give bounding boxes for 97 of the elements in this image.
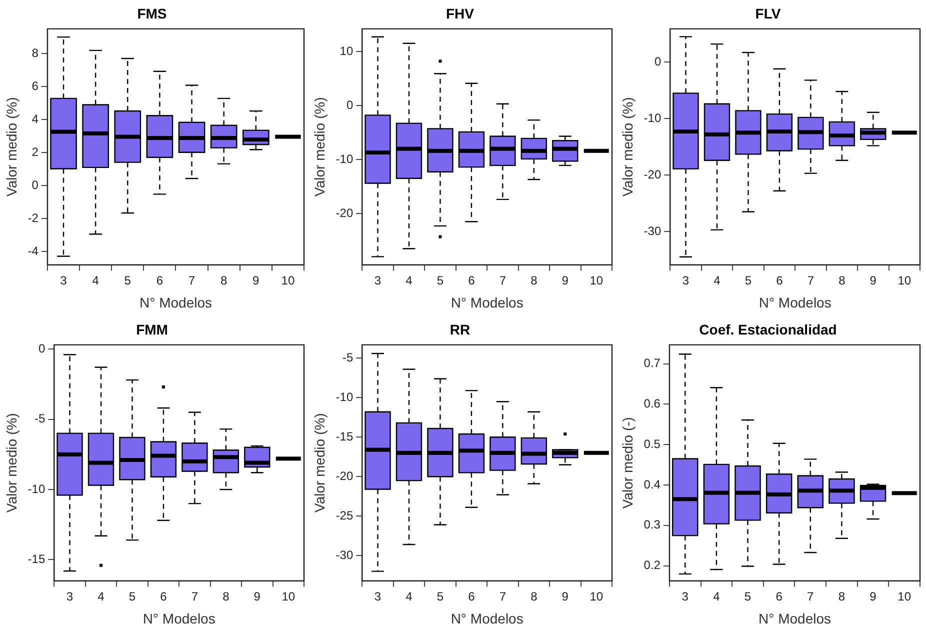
y-tick-label: 8 — [32, 46, 39, 60]
x-tick-label: 8 — [222, 589, 230, 604]
x-axis-title: N° Modelos — [450, 294, 524, 310]
x-tick-label: 9 — [562, 589, 569, 604]
y-tick-label: -30 — [336, 548, 354, 562]
x-tick-label: 10 — [281, 273, 295, 288]
x-tick-label: 6 — [468, 273, 476, 288]
x-tick-label: 7 — [807, 273, 814, 288]
chart-title: RR — [450, 321, 470, 338]
x-tick-label: 3 — [66, 589, 74, 604]
y-axis-title: Valor medio (%) — [311, 413, 328, 512]
x-tick-label: 3 — [374, 589, 382, 604]
y-tick-label: -4 — [28, 244, 39, 258]
y-tick-label: -10 — [336, 390, 354, 404]
chart-title: FHV — [446, 5, 475, 22]
y-axis-title: Valor medio (%) — [3, 413, 20, 512]
y-tick-label: 0.3 — [644, 518, 661, 532]
y-tick-label: 0.7 — [644, 356, 661, 370]
chart-title: Coef. Estacionalidad — [699, 321, 837, 338]
y-axis-title: Valor medio (%) — [3, 97, 20, 196]
y-tick-label: 0.2 — [644, 558, 661, 572]
x-tick-label: 8 — [838, 589, 846, 604]
y-tick-label: -25 — [336, 508, 354, 522]
x-tick-label: 4 — [406, 273, 413, 288]
x-tick-label: 8 — [530, 273, 538, 288]
x-tick-label: 3 — [682, 589, 689, 604]
y-tick-label: 0.5 — [644, 436, 661, 451]
x-axis-title: N° Modelos — [142, 610, 216, 626]
x-tick-label: 5 — [436, 589, 444, 604]
y-tick-label: 0 — [346, 98, 354, 112]
x-tick-label: 4 — [713, 589, 720, 604]
x-tick-label: 6 — [468, 589, 476, 604]
x-tick-label: 4 — [98, 589, 105, 604]
x-tick-label: 7 — [499, 273, 506, 288]
y-tick-label: 0.4 — [644, 477, 661, 492]
x-tick-label: 9 — [870, 589, 877, 604]
y-tick-label: -5 — [34, 412, 46, 426]
y-tick-label: -20 — [336, 206, 354, 220]
x-tick-label: 10 — [282, 589, 296, 604]
x-tick-label: 3 — [682, 273, 690, 288]
x-tick-label: 5 — [124, 273, 132, 288]
x-tick-label: 10 — [590, 589, 604, 604]
y-tick-label: 10 — [340, 44, 354, 58]
y-axis-title: Valor medio (-) — [619, 417, 636, 509]
y-tick-label: 6 — [32, 78, 39, 93]
x-tick-label: 5 — [128, 589, 136, 604]
y-tick-label: -15 — [28, 552, 46, 566]
x-tick-label: 10 — [590, 273, 604, 288]
y-tick-label: 0.6 — [644, 396, 661, 411]
x-tick-label: 5 — [744, 273, 752, 288]
y-tick-label: 0 — [32, 178, 39, 192]
y-tick-label: -20 — [336, 468, 354, 483]
x-axis-title: N° Modelos — [450, 610, 524, 626]
x-tick-label: 9 — [870, 273, 877, 288]
x-tick-label: 4 — [406, 589, 413, 604]
x-tick-label: 6 — [776, 589, 783, 604]
x-tick-label: 6 — [160, 589, 168, 604]
x-tick-label: 7 — [499, 589, 506, 604]
x-tick-label: 7 — [807, 589, 814, 604]
x-axis-title: N° Modelos — [139, 294, 212, 310]
chart-title: FMS — [137, 5, 167, 22]
y-tick-label: -2 — [28, 210, 39, 225]
x-tick-label: 9 — [562, 273, 569, 288]
x-tick-label: 3 — [60, 273, 68, 288]
y-tick-label: -20 — [644, 167, 662, 182]
y-tick-label: 0 — [38, 341, 46, 356]
y-tick-label: 4 — [32, 112, 39, 126]
x-tick-label: 9 — [254, 589, 261, 604]
chart-title: FMM — [136, 321, 168, 338]
y-tick-label: 0 — [654, 54, 662, 68]
x-tick-label: 9 — [252, 273, 260, 288]
y-tick-label: -10 — [336, 152, 354, 166]
y-axis-title: Valor medio (%) — [619, 97, 636, 196]
y-tick-label: -5 — [342, 350, 354, 365]
x-tick-label: 3 — [374, 273, 382, 288]
y-tick-label: 2 — [32, 144, 39, 159]
x-tick-label: 8 — [220, 273, 228, 288]
x-tick-label: 6 — [776, 273, 784, 288]
chart-title: FLV — [755, 5, 782, 22]
x-tick-label: 7 — [191, 589, 198, 604]
x-axis-title: N° Modelos — [758, 294, 832, 310]
y-axis-title: Valor medio (%) — [311, 97, 328, 196]
x-tick-label: 4 — [714, 273, 721, 288]
x-axis-title: N° Modelos — [758, 610, 831, 626]
x-tick-label: 10 — [898, 273, 912, 288]
y-tick-label: -10 — [644, 110, 662, 125]
x-tick-label: 7 — [188, 273, 196, 288]
y-tick-label: -30 — [644, 224, 662, 238]
x-tick-label: 4 — [92, 273, 100, 288]
x-tick-label: 8 — [838, 273, 846, 288]
x-tick-label: 8 — [530, 589, 538, 604]
x-tick-label: 10 — [898, 589, 912, 604]
y-tick-label: -10 — [28, 482, 46, 496]
x-tick-label: 6 — [156, 273, 164, 288]
x-tick-label: 5 — [436, 273, 444, 288]
y-tick-label: -15 — [336, 429, 354, 444]
x-tick-label: 5 — [744, 589, 752, 604]
